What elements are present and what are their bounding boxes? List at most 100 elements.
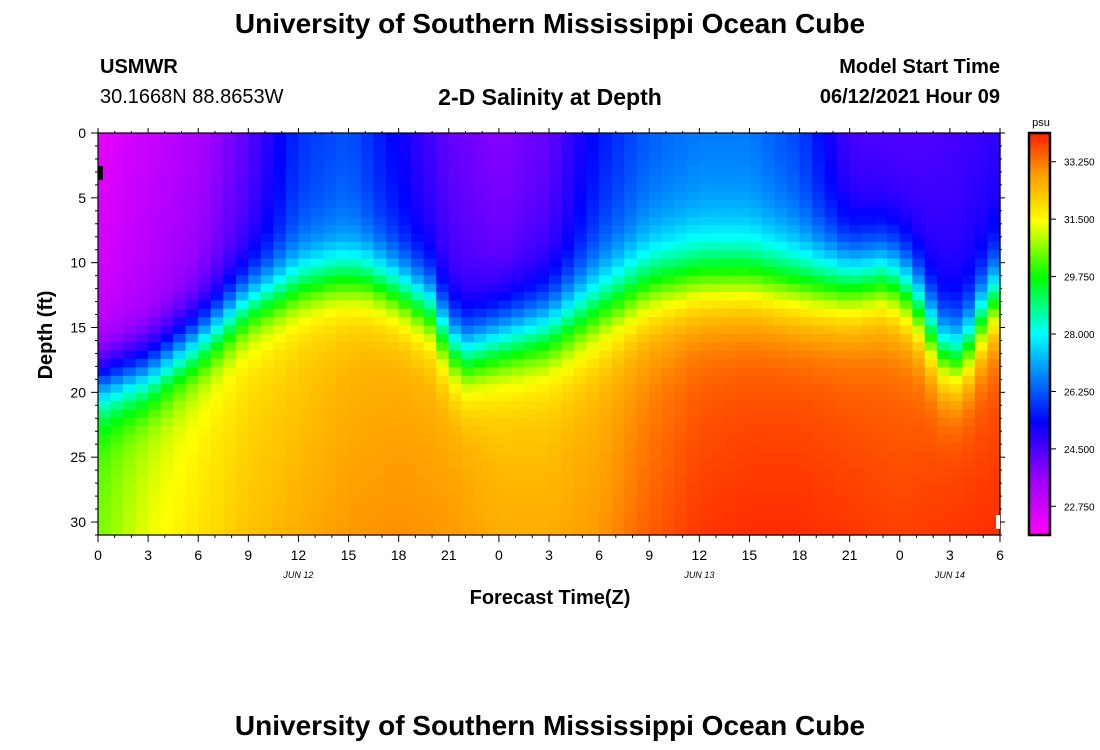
heatmap-cell	[887, 292, 901, 302]
heatmap-cell	[711, 426, 725, 436]
heatmap-cell	[98, 191, 112, 201]
heatmap-cell	[273, 241, 287, 251]
heatmap-cell	[423, 384, 437, 394]
heatmap-cell	[361, 174, 375, 184]
heatmap-cell	[924, 292, 938, 302]
heatmap-cell	[98, 476, 112, 486]
heatmap-cell	[674, 216, 688, 226]
heatmap-cell	[774, 200, 788, 209]
heatmap-cell	[411, 233, 425, 243]
heatmap-cell	[912, 484, 926, 494]
heatmap-cell	[724, 308, 738, 318]
heatmap-cell	[624, 451, 638, 461]
heatmap-cell	[987, 384, 1001, 394]
heatmap-cell	[348, 518, 362, 528]
heatmap-cell	[310, 409, 325, 419]
heatmap-cell	[887, 342, 901, 352]
heatmap-cell	[874, 283, 888, 293]
heatmap-cell	[624, 158, 638, 168]
heatmap-cell	[599, 484, 613, 494]
heatmap-cell	[624, 308, 638, 318]
heatmap-cell	[624, 174, 638, 184]
heatmap-cell	[799, 141, 813, 151]
heatmap-cell	[924, 484, 938, 494]
heatmap-cell	[736, 476, 751, 486]
heatmap-cell	[123, 225, 137, 235]
heatmap-cell	[862, 308, 876, 318]
heatmap-cell	[498, 250, 513, 260]
heatmap-cell	[674, 459, 688, 469]
heatmap-cell	[962, 359, 976, 369]
heatmap-cell	[423, 133, 437, 142]
heatmap-cell	[373, 367, 387, 377]
heatmap-cell	[473, 476, 487, 486]
heatmap-cell	[574, 325, 588, 335]
heatmap-cell	[348, 484, 362, 494]
heatmap-cell	[962, 149, 976, 159]
heatmap-cell	[123, 442, 137, 452]
heatmap-cell	[185, 342, 199, 352]
heatmap-cell	[611, 200, 625, 209]
heatmap-cell	[248, 409, 262, 419]
heatmap-cell	[749, 292, 763, 302]
heatmap-cell	[987, 518, 1001, 528]
heatmap-cell	[473, 526, 487, 536]
heatmap-cell	[736, 292, 751, 302]
heatmap-cell	[937, 401, 951, 410]
heatmap-cell	[123, 141, 137, 151]
heatmap-cell	[411, 392, 425, 402]
heatmap-cell	[724, 401, 738, 410]
heatmap-cell	[310, 250, 325, 260]
heatmap-cell	[386, 417, 400, 427]
heatmap-cell	[411, 208, 425, 218]
heatmap-cell	[636, 133, 650, 142]
heatmap-cell	[248, 258, 262, 268]
heatmap-cell	[599, 191, 613, 201]
heatmap-cell	[323, 359, 337, 369]
heatmap-cell	[812, 317, 826, 327]
heatmap-cell	[699, 141, 713, 151]
heatmap-cell	[761, 426, 776, 436]
heatmap-cell	[824, 267, 838, 276]
heatmap-cell	[235, 250, 249, 260]
heatmap-cell	[423, 200, 437, 209]
heatmap-cell	[624, 267, 638, 276]
heatmap-cell	[110, 334, 124, 343]
heatmap-cell	[987, 158, 1001, 168]
heatmap-cell	[711, 141, 725, 151]
heatmap-cell	[699, 476, 713, 486]
heatmap-cell	[373, 526, 387, 536]
heatmap-cell	[549, 149, 563, 159]
heatmap-cell	[611, 275, 625, 285]
heatmap-cell	[185, 225, 199, 235]
heatmap-cell	[223, 384, 237, 394]
heatmap-cell	[411, 350, 425, 360]
heatmap-cell	[962, 518, 976, 528]
heatmap-cell	[849, 149, 863, 159]
heatmap-cell	[386, 267, 400, 276]
heatmap-cell	[987, 392, 1001, 402]
heatmap-cell	[686, 250, 700, 260]
heatmap-cell	[273, 518, 287, 528]
heatmap-cell	[949, 158, 964, 168]
heatmap-cell	[160, 350, 174, 360]
heatmap-cell	[411, 325, 425, 335]
heatmap-cell	[661, 149, 675, 159]
heatmap-cell	[937, 300, 951, 310]
x-tick-label: 21	[842, 547, 858, 563]
heatmap-cell	[837, 250, 851, 260]
heatmap-cell	[310, 484, 325, 494]
heatmap-cell	[787, 426, 801, 436]
heatmap-cell	[862, 484, 876, 494]
heatmap-cell	[498, 484, 513, 494]
heatmap-cell	[411, 317, 425, 327]
heatmap-cell	[123, 308, 137, 318]
heatmap-cell	[736, 325, 751, 335]
heatmap-cell	[498, 468, 513, 477]
heatmap-cell	[373, 384, 387, 394]
heatmap-cell	[148, 158, 162, 168]
heatmap-cell	[899, 334, 913, 343]
heatmap-cell	[486, 225, 500, 235]
heatmap-cell	[624, 484, 638, 494]
heatmap-cell	[285, 509, 300, 519]
